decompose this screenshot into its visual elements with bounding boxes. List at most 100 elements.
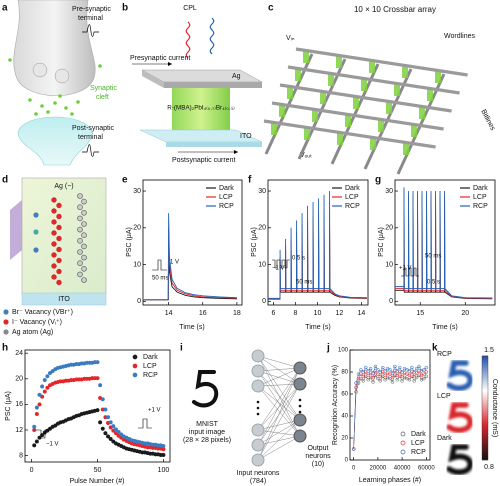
ag-atom (81, 198, 87, 205)
data-point (364, 365, 368, 370)
pre-signal (82, 24, 99, 37)
label: Wordlines (444, 33, 475, 40)
data-point (113, 427, 119, 432)
memristor-cell (419, 106, 425, 119)
data-point (161, 443, 166, 449)
ag-atom (81, 232, 87, 238)
series-line (353, 365, 427, 450)
i-vacancy (56, 279, 62, 286)
label: neurons (305, 453, 331, 460)
data-point (410, 365, 414, 370)
legend-label: Ag atom (Ag) (12, 329, 53, 336)
legend-label: RCP (345, 203, 360, 210)
label: (10) (312, 461, 324, 468)
series-line (353, 374, 427, 450)
data-point (105, 434, 111, 439)
data-point (354, 381, 358, 385)
annotation: +1 V (148, 408, 161, 414)
memristor-cell (427, 88, 433, 101)
memristor-cell (328, 73, 334, 86)
memristor-cell (303, 50, 309, 63)
y-tick-label: 100 (338, 348, 349, 354)
y-tick-label: 20 (385, 225, 393, 232)
memristor-cell (353, 96, 359, 109)
series-line (268, 191, 367, 299)
data-point (359, 368, 363, 372)
memristor-cell (304, 127, 310, 140)
y-axis-label: PSC (μA) (126, 227, 133, 257)
legend-label: LCP (473, 194, 487, 201)
colorbar-tick-label: 1.5 (484, 347, 494, 354)
input-neuron (251, 364, 265, 378)
x-tick-label: 6 (272, 310, 276, 317)
data-point (116, 429, 121, 434)
label: terminal (78, 134, 103, 141)
y-tick-label: 16 (15, 401, 23, 408)
synapse (257, 429, 301, 437)
ito-substrate-side (166, 142, 262, 147)
y-tick-label: 8 (19, 452, 23, 459)
label: ITO (58, 296, 70, 303)
data-point (400, 379, 404, 383)
category-label: Dark (437, 435, 452, 442)
data-point (376, 376, 380, 381)
data-point (378, 379, 383, 383)
annotation: 1 V (170, 260, 179, 266)
category-label: RCP (437, 351, 452, 358)
wordline (271, 101, 444, 131)
legend-swatch (132, 354, 138, 360)
br-vacancy (33, 229, 39, 235)
synapse (257, 355, 301, 369)
y-tick-label: 30 (258, 188, 266, 195)
panel-label: c (268, 3, 274, 14)
data-point (356, 381, 361, 385)
legend-label: RCP (473, 203, 488, 210)
memristor-cell (402, 65, 408, 78)
synapse (257, 383, 301, 461)
annotation: −1 V (272, 266, 285, 272)
output-neuron (293, 361, 307, 375)
y-tick-label: 30 (385, 188, 393, 195)
data-point (417, 369, 421, 373)
i-vacancy (51, 263, 57, 269)
data-point (383, 369, 387, 373)
series-line (143, 242, 237, 301)
memristor-cell (287, 86, 293, 99)
legend-label: RCP (411, 449, 426, 456)
label: Postsynaptic current (172, 157, 235, 164)
wordline (263, 119, 436, 149)
synapse (257, 370, 301, 437)
x-tick-label: 18 (233, 310, 241, 317)
vesicle (32, 62, 48, 78)
x-tick-label: 12 (336, 310, 344, 317)
data-point (103, 431, 108, 436)
synapse (257, 383, 301, 431)
label: Output (307, 445, 328, 452)
data-point (108, 420, 113, 425)
series-line (395, 194, 493, 300)
data-point (40, 384, 45, 389)
legend-label: RCP (219, 203, 234, 210)
ag-atom (77, 215, 83, 222)
legend-label: Dark (143, 354, 158, 361)
legend-swatch (400, 440, 406, 446)
panel-a: a Pre-synaptic terminal Synaptic cleft P… (2, 0, 117, 166)
series-line (143, 227, 237, 301)
i-vacancy (51, 208, 57, 214)
memristor-cell (320, 91, 326, 104)
ellipsis (298, 398, 302, 402)
data-point (380, 365, 385, 370)
ag-atom (81, 254, 87, 261)
x-tick-label: 15 (416, 310, 424, 317)
input-neuron (251, 438, 265, 452)
synapse (257, 367, 301, 431)
ellipsis (298, 404, 302, 408)
panel-label: e (122, 175, 128, 186)
data-point (412, 379, 416, 383)
x-tick-label: 8 (294, 310, 298, 317)
data-point (34, 405, 39, 410)
x-tick-label: 10 (314, 310, 322, 317)
data-point (366, 369, 370, 373)
panel-label: i (180, 343, 183, 354)
